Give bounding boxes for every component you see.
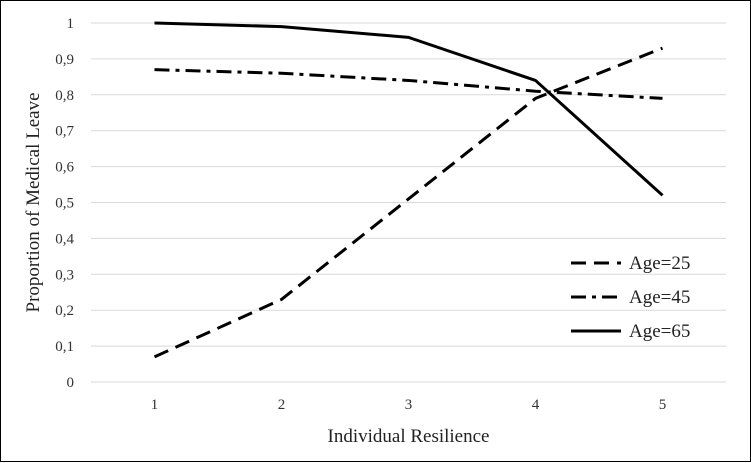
x-tick-label: 1 [151,397,159,413]
legend-label: Age=25 [629,253,690,274]
x-tick-label: 2 [278,397,286,413]
y-axis-ticks: 0 0,1 0,2 0,3 0,4 0,5 0,6 0,7 0,8 0,9 1 [55,16,74,391]
legend-label: Age=65 [629,321,690,342]
x-axis-ticks: 1 2 3 4 5 [151,397,667,413]
x-tick-label: 4 [532,397,540,413]
y-tick-label: 0,7 [55,124,74,140]
x-tick-label: 5 [659,397,667,413]
y-axis-title: Proportion of Medical Leave [23,92,44,312]
y-tick-label: 0,4 [55,231,74,247]
y-tick-label: 0,6 [55,160,74,176]
series-line-age-65 [154,21,664,197]
y-tick-label: 0,3 [55,267,74,283]
series-line-age-45 [154,68,663,100]
y-tick-label: 0,5 [55,196,74,212]
y-tick-label: 0,8 [55,88,74,104]
x-axis-title: Individual Resilience [328,426,490,447]
y-tick-label: 0,1 [55,339,74,355]
x-tick-label: 3 [405,397,413,413]
legend-label: Age=45 [629,287,690,308]
series-lines [153,21,664,359]
legend: Age=25 Age=45 Age=65 [571,253,690,342]
y-tick-label: 0,2 [55,303,74,319]
y-tick-label: 0 [67,375,75,391]
y-tick-label: 0,9 [55,52,74,68]
series-line-age-25 [153,46,664,359]
y-tick-label: 1 [67,16,75,32]
